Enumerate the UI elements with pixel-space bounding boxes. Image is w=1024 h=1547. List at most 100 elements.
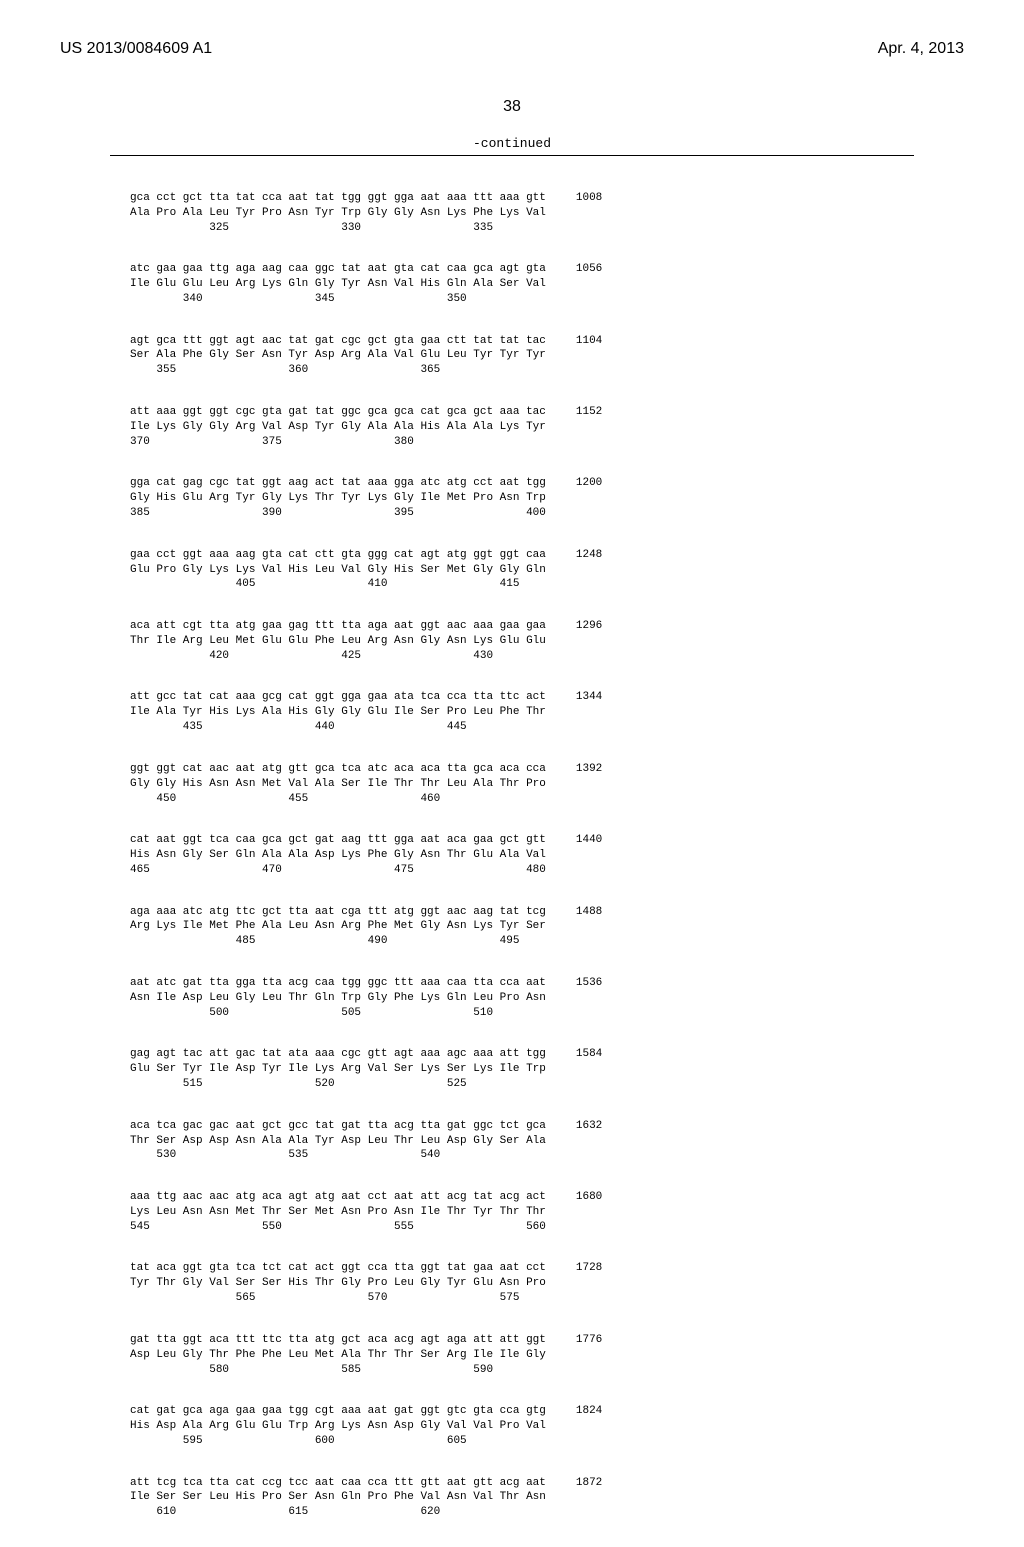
amino-line: Gly His Glu Arg Tyr Gly Lys Thr Tyr Lys … [130, 492, 546, 504]
amino-line: Gly Gly His Asn Asn Met Val Ala Ser Ile … [130, 778, 546, 790]
amino-line: Thr Ser Asp Asp Asn Ala Ala Tyr Asp Leu … [130, 1135, 546, 1147]
sequence-row: gca cct gct tta tat cca aat tat tgg ggt … [130, 191, 894, 236]
codon-line: cat aat ggt tca caa gca gct gat aag ttt … [130, 834, 546, 846]
sequence-row: att aaa ggt ggt cgc gta gat tat ggc gca … [130, 405, 894, 450]
position-nums: 500 505 510 [130, 1007, 493, 1019]
seq-position: 1296 [576, 619, 602, 664]
sequence-row: gga cat gag cgc tat ggt aag act tat aaa … [130, 476, 894, 521]
codon-line: ggt ggt cat aac aat atg gtt gca tca atc … [130, 763, 546, 775]
position-nums: 370 375 380 [130, 436, 414, 448]
position-nums: 485 490 495 [130, 935, 519, 947]
seq-position: 1440 [576, 833, 602, 878]
seq-position: 1152 [576, 405, 602, 450]
amino-line: Ser Ala Phe Gly Ser Asn Tyr Asp Arg Ala … [130, 349, 546, 361]
codon-line: gaa cct ggt aaa aag gta cat ctt gta ggg … [130, 549, 546, 561]
amino-line: Asp Leu Gly Thr Phe Phe Leu Met Ala Thr … [130, 1349, 546, 1361]
sequence-row: att gcc tat cat aaa gcg cat ggt gga gaa … [130, 690, 894, 735]
codon-line: aga aaa atc atg ttc gct tta aat cga ttt … [130, 906, 546, 918]
codon-line: gag agt tac att gac tat ata aaa cgc gtt … [130, 1048, 546, 1060]
codon-line: cat gat gca aga gaa gaa tgg cgt aaa aat … [130, 1405, 546, 1417]
sequence-row: aaa ttg aac aac atg aca agt atg aat cct … [130, 1190, 894, 1235]
seq-position: 1200 [576, 476, 602, 521]
codon-line: aat atc gat tta gga tta acg caa tgg ggc … [130, 977, 546, 989]
page-number: 38 [0, 98, 1024, 116]
sequence-listing: gca cct gct tta tat cca aat tat tgg ggt … [0, 176, 1024, 1547]
position-nums: 545 550 555 560 [130, 1221, 546, 1233]
sequence-row: tat aca ggt gta tca tct cat act ggt cca … [130, 1261, 894, 1306]
amino-line: His Asn Gly Ser Gln Ala Ala Asp Lys Phe … [130, 849, 546, 861]
codon-line: aca att cgt tta atg gaa gag ttt tta aga … [130, 620, 546, 632]
seq-position: 1536 [576, 976, 602, 1021]
sequence-row: cat aat ggt tca caa gca gct gat aag ttt … [130, 833, 894, 878]
seq-position: 1104 [576, 334, 602, 379]
publication-date: Apr. 4, 2013 [878, 40, 964, 58]
position-nums: 405 410 415 [130, 578, 519, 590]
seq-position: 1056 [576, 262, 602, 307]
codon-line: agt gca ttt ggt agt aac tat gat cgc gct … [130, 335, 546, 347]
sequence-row: aat atc gat tta gga tta acg caa tgg ggc … [130, 976, 894, 1021]
codon-line: gat tta ggt aca ttt ttc tta atg gct aca … [130, 1334, 546, 1346]
seq-position: 1872 [576, 1476, 602, 1521]
sequence-row: agt gca ttt ggt agt aac tat gat cgc gct … [130, 334, 894, 379]
amino-line: Ile Ser Ser Leu His Pro Ser Asn Gln Pro … [130, 1491, 546, 1503]
position-nums: 565 570 575 [130, 1292, 519, 1304]
codon-line: att tcg tca tta cat ccg tcc aat caa cca … [130, 1477, 546, 1489]
sequence-row: att tcg tca tta cat ccg tcc aat caa cca … [130, 1476, 894, 1521]
sequence-row: cat gat gca aga gaa gaa tgg cgt aaa aat … [130, 1404, 894, 1449]
position-nums: 325 330 335 [130, 222, 493, 234]
position-nums: 420 425 430 [130, 650, 493, 662]
codon-line: tat aca ggt gta tca tct cat act ggt cca … [130, 1262, 546, 1274]
seq-position: 1776 [576, 1333, 602, 1378]
position-nums: 610 615 620 [130, 1506, 440, 1518]
amino-line: Glu Pro Gly Lys Lys Val His Leu Val Gly … [130, 564, 546, 576]
seq-position: 1728 [576, 1261, 602, 1306]
amino-line: Lys Leu Asn Asn Met Thr Ser Met Asn Pro … [130, 1206, 546, 1218]
amino-line: Ile Glu Glu Leu Arg Lys Gln Gly Tyr Asn … [130, 278, 546, 290]
seq-position: 1344 [576, 690, 602, 735]
position-nums: 595 600 605 [130, 1435, 467, 1447]
amino-line: Tyr Thr Gly Val Ser Ser His Thr Gly Pro … [130, 1277, 546, 1289]
sequence-row: aca att cgt tta atg gaa gag ttt tta aga … [130, 619, 894, 664]
amino-line: Ile Ala Tyr His Lys Ala His Gly Gly Glu … [130, 706, 546, 718]
position-nums: 435 440 445 [130, 721, 467, 733]
sequence-row: gat tta ggt aca ttt ttc tta atg gct aca … [130, 1333, 894, 1378]
position-nums: 340 345 350 [130, 293, 467, 305]
sequence-row: ggt ggt cat aac aat atg gtt gca tca atc … [130, 762, 894, 807]
sequence-row: gag agt tac att gac tat ata aaa cgc gtt … [130, 1047, 894, 1092]
position-nums: 450 455 460 [130, 793, 440, 805]
codon-line: gca cct gct tta tat cca aat tat tgg ggt … [130, 192, 546, 204]
codon-line: aaa ttg aac aac atg aca agt atg aat cct … [130, 1191, 546, 1203]
amino-line: Ile Lys Gly Gly Arg Val Asp Tyr Gly Ala … [130, 421, 546, 433]
amino-line: Ala Pro Ala Leu Tyr Pro Asn Tyr Trp Gly … [130, 207, 546, 219]
codon-line: atc gaa gaa ttg aga aag caa ggc tat aat … [130, 263, 546, 275]
divider-line [110, 155, 914, 156]
sequence-row: atc gaa gaa ttg aga aag caa ggc tat aat … [130, 262, 894, 307]
continued-label: -continued [0, 136, 1024, 151]
position-nums: 515 520 525 [130, 1078, 467, 1090]
position-nums: 580 585 590 [130, 1364, 493, 1376]
position-nums: 385 390 395 400 [130, 507, 546, 519]
seq-position: 1488 [576, 905, 602, 950]
amino-line: Glu Ser Tyr Ile Asp Tyr Ile Lys Arg Val … [130, 1063, 546, 1075]
amino-line: His Asp Ala Arg Glu Glu Trp Arg Lys Asn … [130, 1420, 546, 1432]
seq-position: 1248 [576, 548, 602, 593]
codon-line: aca tca gac gac aat gct gcc tat gat tta … [130, 1120, 546, 1132]
seq-position: 1824 [576, 1404, 602, 1449]
sequence-row: aca tca gac gac aat gct gcc tat gat tta … [130, 1119, 894, 1164]
codon-line: att gcc tat cat aaa gcg cat ggt gga gaa … [130, 691, 546, 703]
position-nums: 530 535 540 [130, 1149, 440, 1161]
seq-position: 1632 [576, 1119, 602, 1164]
seq-position: 1392 [576, 762, 602, 807]
seq-position: 1584 [576, 1047, 602, 1092]
amino-line: Asn Ile Asp Leu Gly Leu Thr Gln Trp Gly … [130, 992, 546, 1004]
publication-number: US 2013/0084609 A1 [60, 40, 212, 58]
position-nums: 465 470 475 480 [130, 864, 546, 876]
seq-position: 1008 [576, 191, 602, 236]
sequence-row: gaa cct ggt aaa aag gta cat ctt gta ggg … [130, 548, 894, 593]
amino-line: Thr Ile Arg Leu Met Glu Glu Phe Leu Arg … [130, 635, 546, 647]
position-nums: 355 360 365 [130, 364, 440, 376]
sequence-row: aga aaa atc atg ttc gct tta aat cga ttt … [130, 905, 894, 950]
amino-line: Arg Lys Ile Met Phe Ala Leu Asn Arg Phe … [130, 920, 546, 932]
codon-line: gga cat gag cgc tat ggt aag act tat aaa … [130, 477, 546, 489]
seq-position: 1680 [576, 1190, 602, 1235]
